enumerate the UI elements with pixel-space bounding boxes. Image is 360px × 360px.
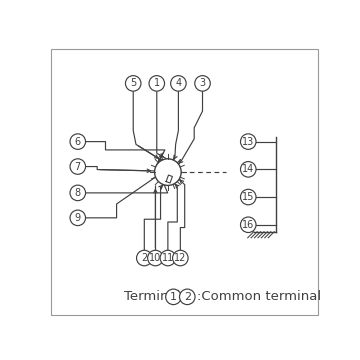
Circle shape [148,250,163,266]
Text: 2: 2 [184,292,191,302]
Text: 10: 10 [149,253,162,263]
Circle shape [172,250,188,266]
Text: 15: 15 [242,192,255,202]
Text: 11: 11 [162,253,174,263]
Text: 4: 4 [175,78,181,89]
Circle shape [70,210,86,226]
Circle shape [240,217,256,233]
Circle shape [171,76,186,91]
Circle shape [136,250,152,266]
Circle shape [240,134,256,149]
Text: 8: 8 [75,188,81,198]
Text: Terminal: Terminal [123,290,180,303]
Text: 9: 9 [75,213,81,223]
Text: 16: 16 [242,220,255,230]
Text: :Common terminal: :Common terminal [197,290,321,303]
Circle shape [240,189,256,205]
Text: 7: 7 [75,162,81,172]
Text: 1: 1 [154,78,160,89]
Text: 6: 6 [75,136,81,147]
Circle shape [149,76,165,91]
Circle shape [70,159,86,174]
Circle shape [125,76,141,91]
Circle shape [70,185,86,201]
Circle shape [195,76,210,91]
Circle shape [70,134,86,149]
Text: 2: 2 [141,253,148,263]
Circle shape [154,159,181,185]
Text: 1: 1 [170,292,177,302]
Text: 5: 5 [130,78,136,89]
Circle shape [160,250,176,266]
Circle shape [240,162,256,177]
Text: 14: 14 [242,164,255,174]
Text: 3: 3 [199,78,206,89]
Circle shape [166,289,181,305]
Text: 13: 13 [242,136,255,147]
Circle shape [180,289,195,305]
Text: 12: 12 [174,253,186,263]
